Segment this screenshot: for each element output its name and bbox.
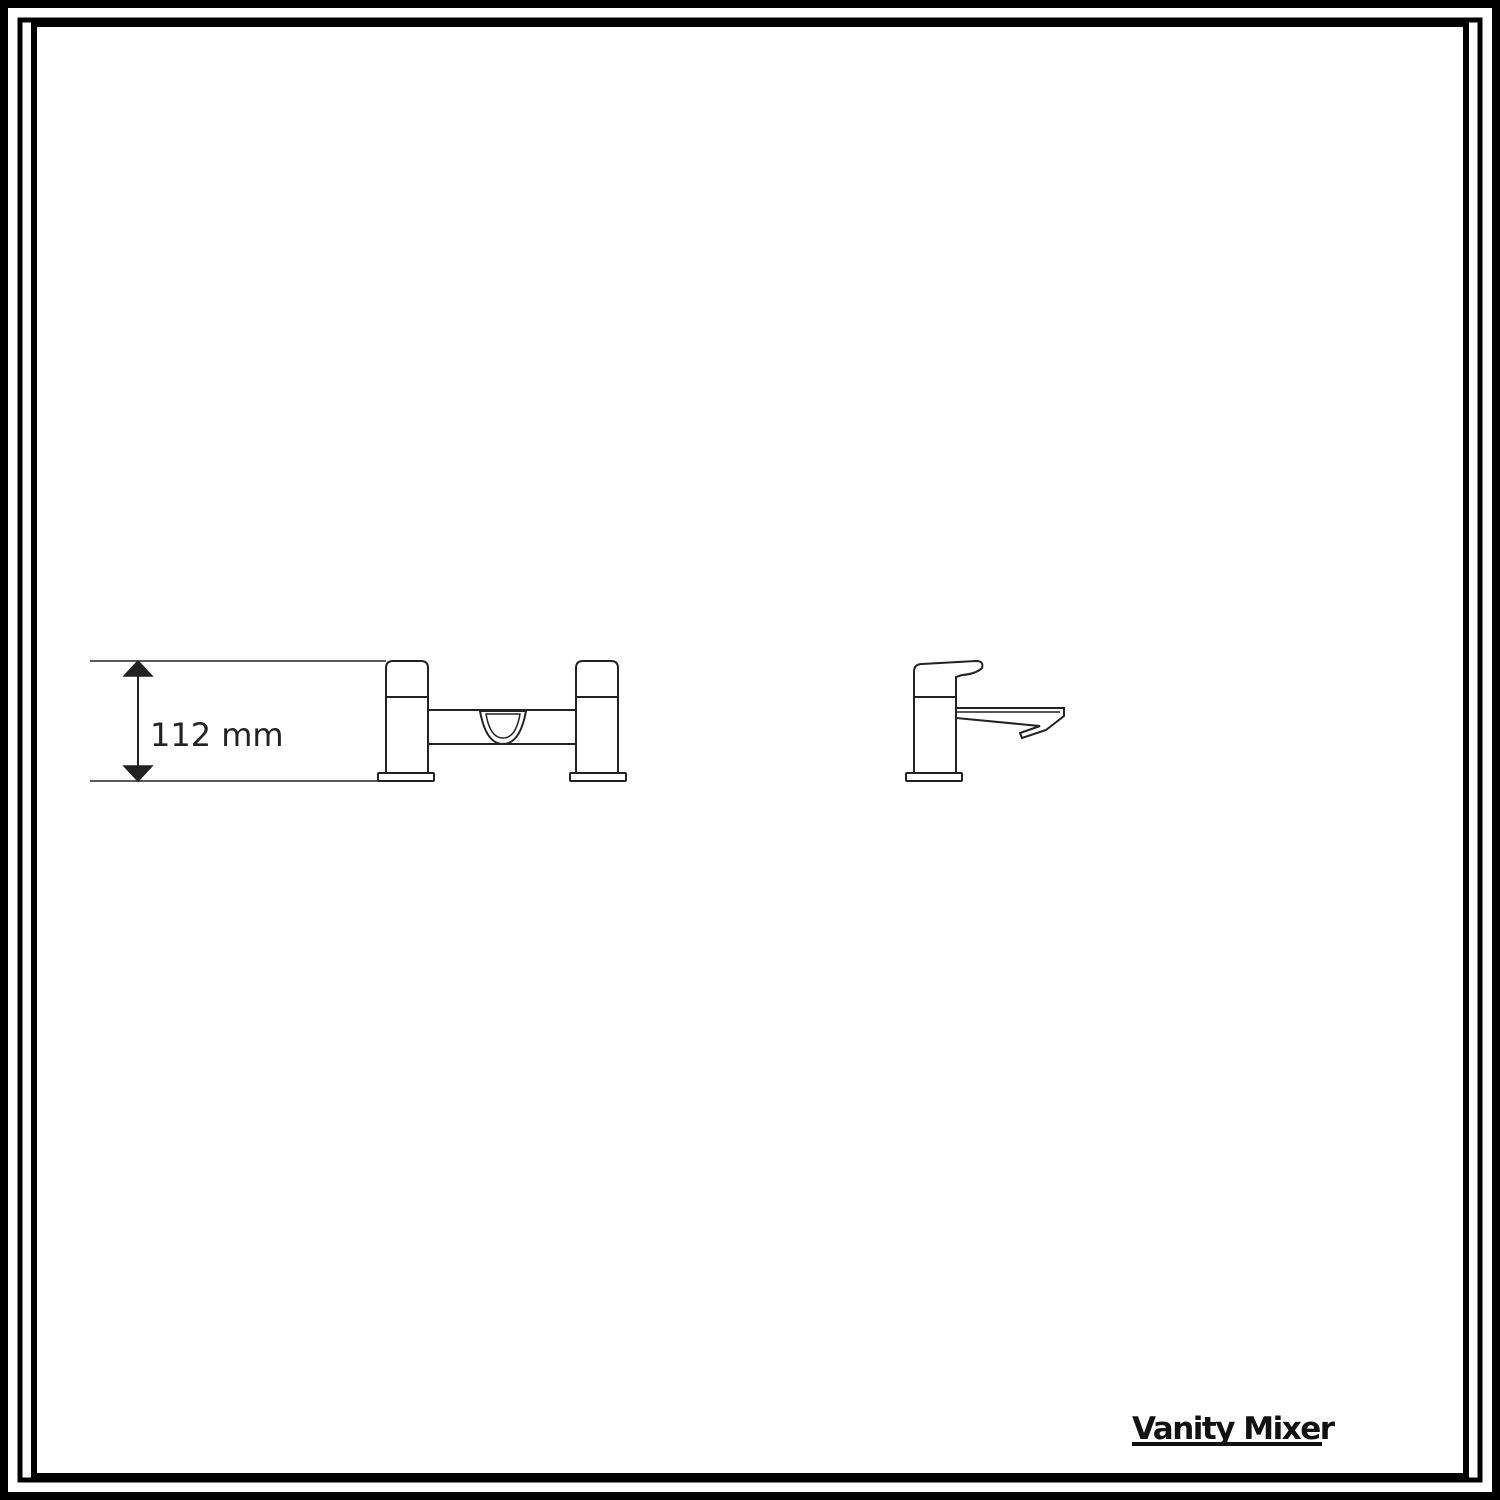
left-base-plate	[377, 772, 435, 782]
dimension-arrow-up	[122, 659, 154, 677]
right-base-plate	[569, 772, 627, 782]
innermost-frame-border	[31, 21, 1469, 1479]
right-pillar-body	[575, 696, 619, 774]
side-body	[913, 696, 957, 774]
drawing-caption: Vanity Mixer	[1132, 1411, 1336, 1447]
left-handle-cap	[385, 660, 429, 698]
front-view-bath-filler	[377, 660, 627, 782]
caption-underline	[1132, 1442, 1322, 1446]
spout-outlet	[478, 710, 528, 746]
right-handle-cap	[575, 660, 619, 698]
dimension-label: 112 mm	[150, 716, 284, 754]
spout-outlet-inner	[485, 713, 521, 739]
dimension-arrow-down	[122, 765, 154, 783]
height-dimension	[90, 659, 386, 783]
side-spout	[955, 707, 1065, 740]
side-lever-handle	[913, 659, 984, 698]
inner-frame-border	[17, 17, 1483, 1483]
side-base-plate	[905, 772, 963, 782]
left-pillar-body	[385, 696, 429, 774]
side-view-mixer	[905, 659, 1065, 782]
